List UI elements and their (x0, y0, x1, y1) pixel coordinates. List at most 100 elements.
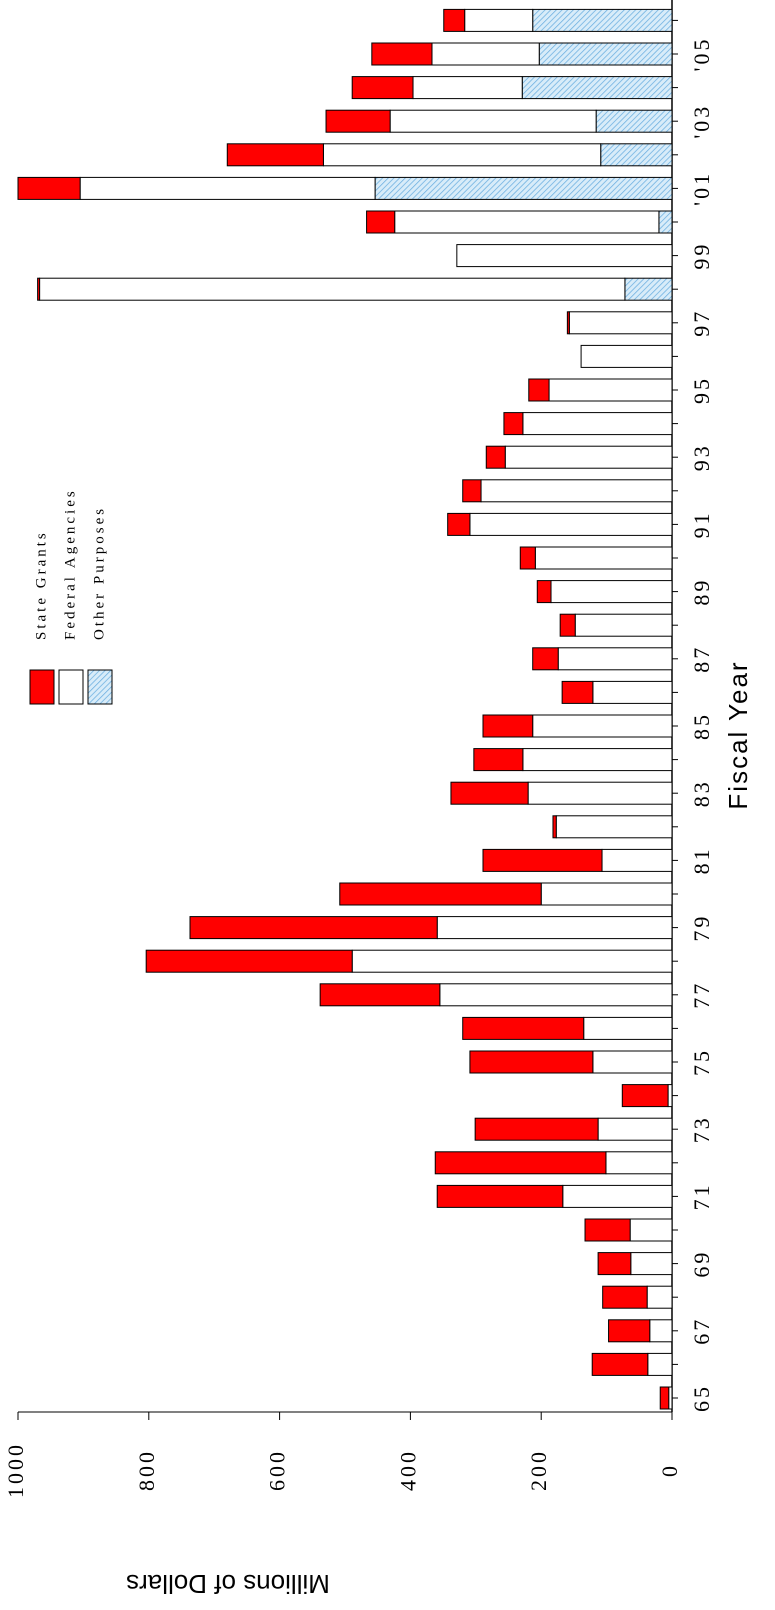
x-tick-label: 95 (689, 376, 714, 404)
bar-segment (548, 378, 673, 402)
bar-segment (647, 1352, 673, 1376)
bar-segment (469, 1050, 594, 1074)
y-tick-label: 600 (265, 1449, 290, 1491)
bar-segment (464, 8, 534, 32)
bar-segment (322, 143, 602, 167)
bar-segment (462, 479, 482, 503)
bar-segment (351, 76, 414, 100)
bar-segment (394, 210, 660, 234)
x-tick-label: 93 (689, 443, 714, 471)
bar-segment (557, 647, 673, 671)
bar-segment (226, 143, 324, 167)
bar-segment (37, 277, 41, 301)
x-tick-label: 89 (689, 578, 714, 606)
bar-segment (527, 781, 673, 805)
bar-segment (79, 176, 376, 200)
x-tick-label: '01 (689, 171, 714, 206)
x-tick-label: 69 (689, 1250, 714, 1278)
bar-segment (568, 311, 673, 335)
legend-swatch (87, 669, 113, 705)
bar-segment (597, 1117, 673, 1141)
bar-segment (480, 479, 673, 503)
bar-segment (630, 1252, 673, 1276)
bar-segment (473, 748, 524, 772)
x-tick-label: 75 (689, 1048, 714, 1076)
bar-segment (39, 277, 626, 301)
x-tick-label: 71 (689, 1182, 714, 1210)
bar-segment (371, 42, 433, 66)
bar-segment (608, 1319, 651, 1343)
bar-segment (366, 210, 396, 234)
x-tick-label: 97 (689, 309, 714, 337)
bar-segment (597, 1252, 632, 1276)
bar-segment (592, 680, 673, 704)
bar-segment (595, 109, 673, 133)
bar-segment (504, 445, 673, 469)
legend-label: Other Purposes (91, 506, 107, 640)
bar-segment (351, 949, 673, 973)
bar-segment (462, 1016, 585, 1040)
bar-segment (583, 1016, 673, 1040)
bar-segment (189, 916, 438, 940)
bar-segment (592, 1050, 673, 1074)
bar-segment (485, 445, 506, 469)
bar-segment (528, 378, 550, 402)
x-tick-label: '05 (689, 37, 714, 72)
x-axis-title: Fiscal Year (723, 660, 753, 809)
bar-segment (559, 613, 576, 637)
bar-segment (389, 109, 597, 133)
legend-swatch (29, 669, 55, 705)
bar-segment (532, 714, 673, 738)
x-tick-label: 85 (689, 712, 714, 740)
bar-segment (667, 1084, 673, 1108)
bar-segment (562, 1184, 673, 1208)
y-tick-label: 1000 (3, 1442, 28, 1498)
bar-segment (649, 1319, 673, 1343)
x-tick-label: 79 (689, 914, 714, 942)
bar-segment (566, 311, 570, 335)
y-axis-title: Millions of Dollars (126, 1569, 330, 1599)
bar-segment (469, 512, 673, 536)
bar-segment (538, 42, 673, 66)
bar-segment (325, 109, 391, 133)
bar-segment (145, 949, 353, 973)
bar-segment (532, 8, 673, 32)
bar-segment (574, 613, 673, 637)
bar-segment (339, 882, 542, 906)
bar-segment (624, 277, 673, 301)
bar-segment (552, 815, 557, 839)
y-tick-label: 0 (657, 1463, 682, 1477)
bar-segment (580, 344, 673, 368)
bar-segment (600, 143, 673, 167)
bar-segment (659, 1386, 670, 1410)
bar-segment (522, 748, 673, 772)
bar-segment (482, 848, 603, 872)
bar-segment (602, 1285, 648, 1309)
bar-segment (412, 76, 523, 100)
bar-segment (447, 512, 471, 536)
bar-segment (591, 1352, 649, 1376)
bar-segment (443, 8, 466, 32)
legend-swatch (58, 669, 84, 705)
bar-segment (534, 546, 673, 570)
bar-segment (646, 1285, 673, 1309)
legend-label: Federal Agencies (62, 488, 78, 640)
bar-segment (456, 244, 673, 268)
y-tick-label: 400 (395, 1449, 420, 1491)
bar-segment (601, 848, 673, 872)
bar-segment (17, 176, 81, 200)
bar-segment (532, 647, 559, 671)
bar-segment (374, 176, 673, 200)
bar-segment (436, 916, 673, 940)
bar-segment (439, 983, 673, 1007)
x-tick-label: 83 (689, 779, 714, 807)
bar-segment (550, 580, 673, 604)
x-tick-label: 73 (689, 1115, 714, 1143)
bar-segment (584, 1218, 631, 1242)
bar-segment (482, 714, 534, 738)
x-tick-label: 87 (689, 645, 714, 673)
x-tick-label: '03 (689, 104, 714, 139)
bar-segment (521, 76, 673, 100)
bar-segment (605, 1151, 673, 1175)
